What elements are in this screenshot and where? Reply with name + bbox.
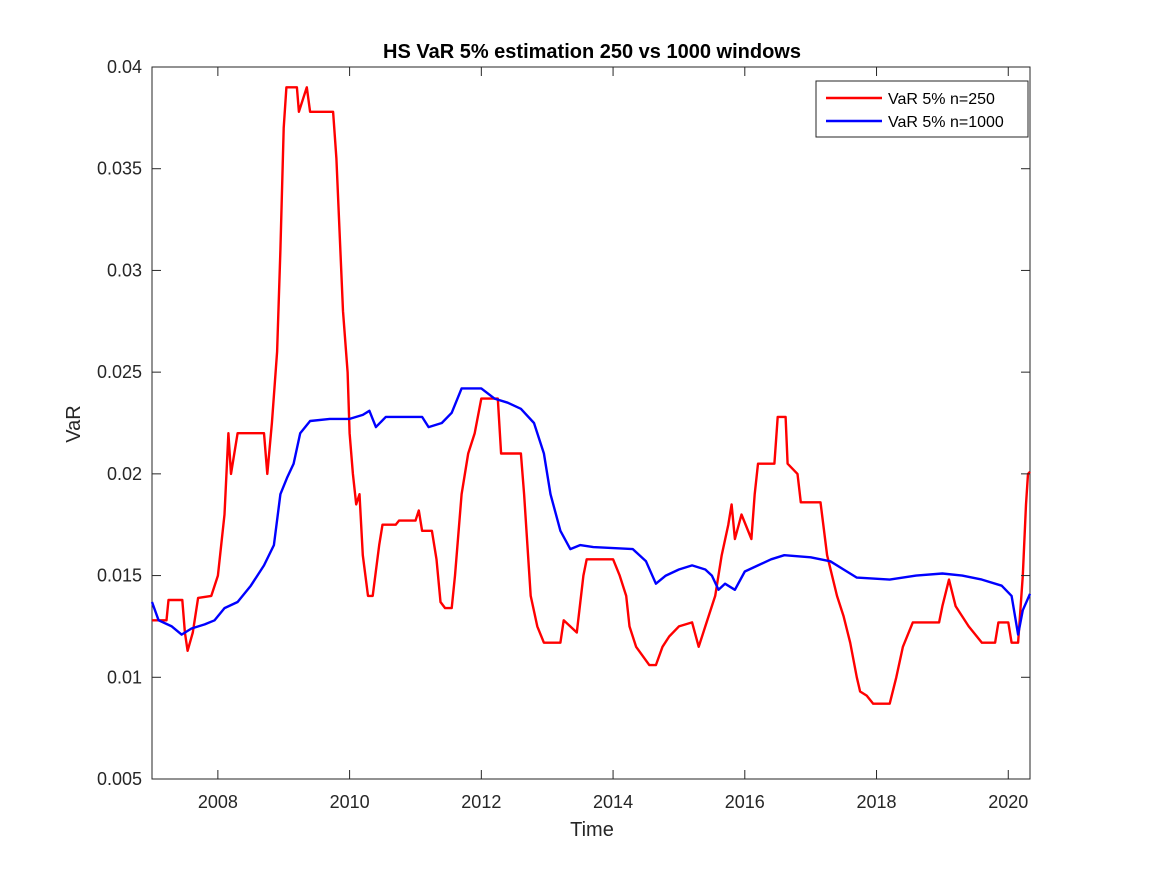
y-tick-label: 0.015 <box>97 566 142 586</box>
legend-label: VaR 5% n=1000 <box>888 114 1004 131</box>
legend-label: VaR 5% n=250 <box>888 91 995 108</box>
y-tick-label: 0.02 <box>107 464 142 484</box>
series-line-2 <box>150 387 1032 636</box>
axes: 2008 2010 2012 2014 2016 2018 2020 0.005 0.01 0.0… <box>97 57 1030 812</box>
legend: VaR 5% n=250 VaR 5% n=1000 <box>815 80 1029 138</box>
y-tick-label: 0.03 <box>107 260 142 280</box>
y-tick-label: 0.025 <box>97 362 142 382</box>
x-axis-title: Time <box>570 819 614 841</box>
y-tick-label: 0.04 <box>107 57 142 77</box>
x-tick-label: 2008 <box>198 792 238 812</box>
x-tick-label: 2020 <box>988 792 1028 812</box>
y-tick-label: 0.035 <box>97 159 142 179</box>
x-tick-label: 2014 <box>593 792 633 812</box>
x-tick-label: 2010 <box>330 792 370 812</box>
y-tick-label: 0.005 <box>97 769 142 789</box>
series-lines <box>150 86 1032 705</box>
y-tick-label: 0.01 <box>107 667 142 687</box>
plot-box <box>151 66 1031 780</box>
y-axis-title: VaR <box>63 405 85 442</box>
plot-area <box>151 66 1031 780</box>
x-tick-label: 2018 <box>857 792 897 812</box>
x-tick-label: 2012 <box>461 792 501 812</box>
chart-title: HS VaR 5% estimation 250 vs 1000 windows <box>383 41 801 63</box>
series-line-1 <box>152 86 1031 705</box>
legend-box <box>815 80 1029 138</box>
x-tick-label: 2016 <box>725 792 765 812</box>
